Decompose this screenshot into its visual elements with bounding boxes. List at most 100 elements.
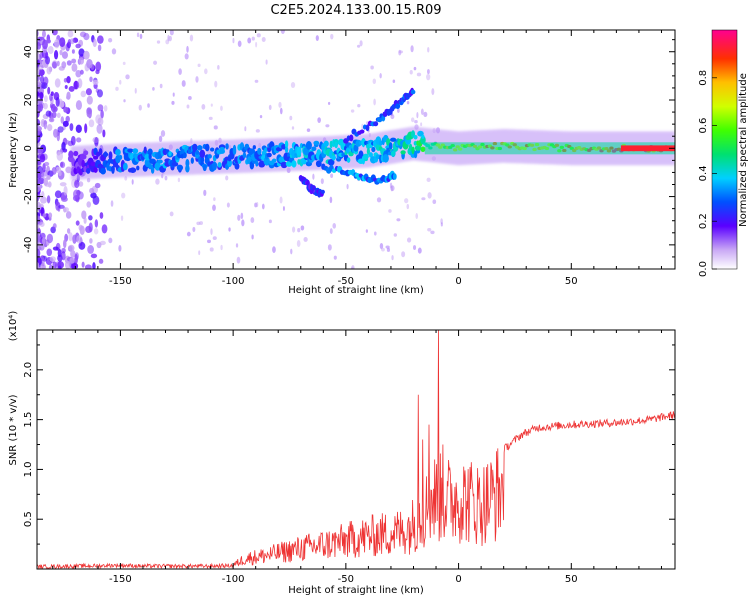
branch-far-lower-blob (320, 189, 325, 195)
noise-blob (80, 90, 87, 98)
noise-speck (195, 76, 199, 83)
noise-blob (86, 58, 93, 69)
noise-speck (265, 59, 268, 65)
noise-speck (108, 237, 113, 244)
noise-blob (59, 182, 67, 187)
noise-blob (86, 201, 92, 208)
noise-speck (192, 226, 196, 232)
trace-blob (195, 150, 200, 155)
noise-blob (66, 60, 72, 66)
snr-ticks: -150 -100 -50 0 50 0.5 1.0 1.5 2.0 (23, 330, 675, 585)
trace-blob (136, 165, 140, 171)
noise-speck (181, 80, 186, 87)
trace-blob (227, 158, 232, 168)
snr-panel: -150 -100 -50 0 50 0.5 1.0 1.5 2.0 Height of str… (8, 311, 676, 596)
trace-blob (413, 134, 418, 140)
noise-blob (37, 91, 40, 97)
noise-blob (69, 123, 74, 131)
noise-blob (88, 222, 93, 233)
noise-blob (75, 100, 83, 111)
trace-blob (204, 143, 210, 152)
trace-blob (199, 149, 206, 158)
noise-speck (256, 33, 261, 38)
noise-speck (329, 228, 333, 235)
noise-speck (118, 245, 122, 252)
noise-blob (86, 177, 91, 183)
trace-blob (202, 164, 207, 172)
noise-speck (232, 37, 235, 44)
noise-blob (65, 115, 70, 123)
trace-blob (83, 150, 89, 156)
noise-speck (244, 126, 247, 132)
noise-blob (37, 119, 40, 126)
noise-blob (57, 254, 63, 262)
noise-blob (97, 117, 104, 126)
noise-blob (37, 111, 40, 118)
noise-blob (37, 233, 40, 242)
noise-speck (327, 101, 331, 105)
noise-speck (213, 197, 216, 202)
noise-blob (99, 240, 106, 246)
noise-speck (356, 44, 361, 48)
noise-blob (66, 76, 71, 84)
noise-speck (410, 117, 415, 123)
noise-blob (83, 217, 87, 224)
noise-speck (292, 226, 296, 233)
noise-speck (332, 222, 337, 229)
noise-speck (296, 240, 301, 247)
noise-speck (414, 120, 418, 124)
noise-speck (430, 230, 435, 235)
noise-blob (89, 238, 93, 244)
branch-upper-blob (373, 121, 379, 127)
trace-blob (68, 150, 74, 159)
noise-speck (289, 115, 293, 121)
noise-blob (67, 244, 75, 252)
noise-blob (43, 119, 48, 130)
noise-speck (421, 197, 426, 201)
noise-speck (164, 175, 168, 181)
noise-blob (64, 139, 70, 145)
noise-speck (404, 198, 409, 204)
noise-speck (365, 229, 368, 233)
noise-speck (220, 105, 223, 111)
noise-speck (379, 242, 384, 250)
spectrogram-xtick-label: -50 (338, 276, 354, 287)
noise-blob (37, 50, 40, 61)
noise-speck (279, 196, 283, 204)
noise-speck (415, 213, 419, 220)
noise-blob (83, 32, 90, 41)
noise-speck (212, 204, 216, 211)
noise-blob (43, 95, 48, 103)
noise-speck (110, 200, 114, 207)
colorbar-tick-label: 0.6 (698, 118, 709, 134)
noise-blob (53, 106, 58, 112)
noise-blob (92, 38, 97, 48)
noise-blob (92, 136, 100, 144)
noise-blob (68, 85, 75, 92)
noise-blob (43, 102, 48, 110)
noise-speck (153, 60, 158, 65)
noise-speck (131, 179, 134, 185)
noise-speck (390, 185, 395, 192)
branch-lower-blob (392, 173, 397, 180)
noise-blob (62, 120, 69, 127)
trace-blob (171, 161, 179, 167)
noise-speck (120, 215, 124, 222)
colorbar-frame (711, 29, 738, 270)
trace-blob (207, 154, 212, 159)
noise-blob (70, 249, 76, 258)
noise-blob (37, 42, 42, 50)
noise-speck (327, 244, 332, 251)
noise-speck (204, 68, 208, 75)
branch-upper-blob (395, 103, 401, 109)
noise-speck (427, 228, 432, 232)
noise-speck (111, 48, 117, 55)
noise-blob (63, 185, 68, 196)
noise-blob (46, 175, 51, 180)
noise-blob (75, 124, 82, 134)
noise-blob (79, 225, 85, 235)
noise-blob (43, 177, 49, 186)
spectrogram-xtick-label: 0 (455, 276, 461, 287)
trace-blob (242, 152, 247, 159)
noise-blob (73, 189, 80, 199)
